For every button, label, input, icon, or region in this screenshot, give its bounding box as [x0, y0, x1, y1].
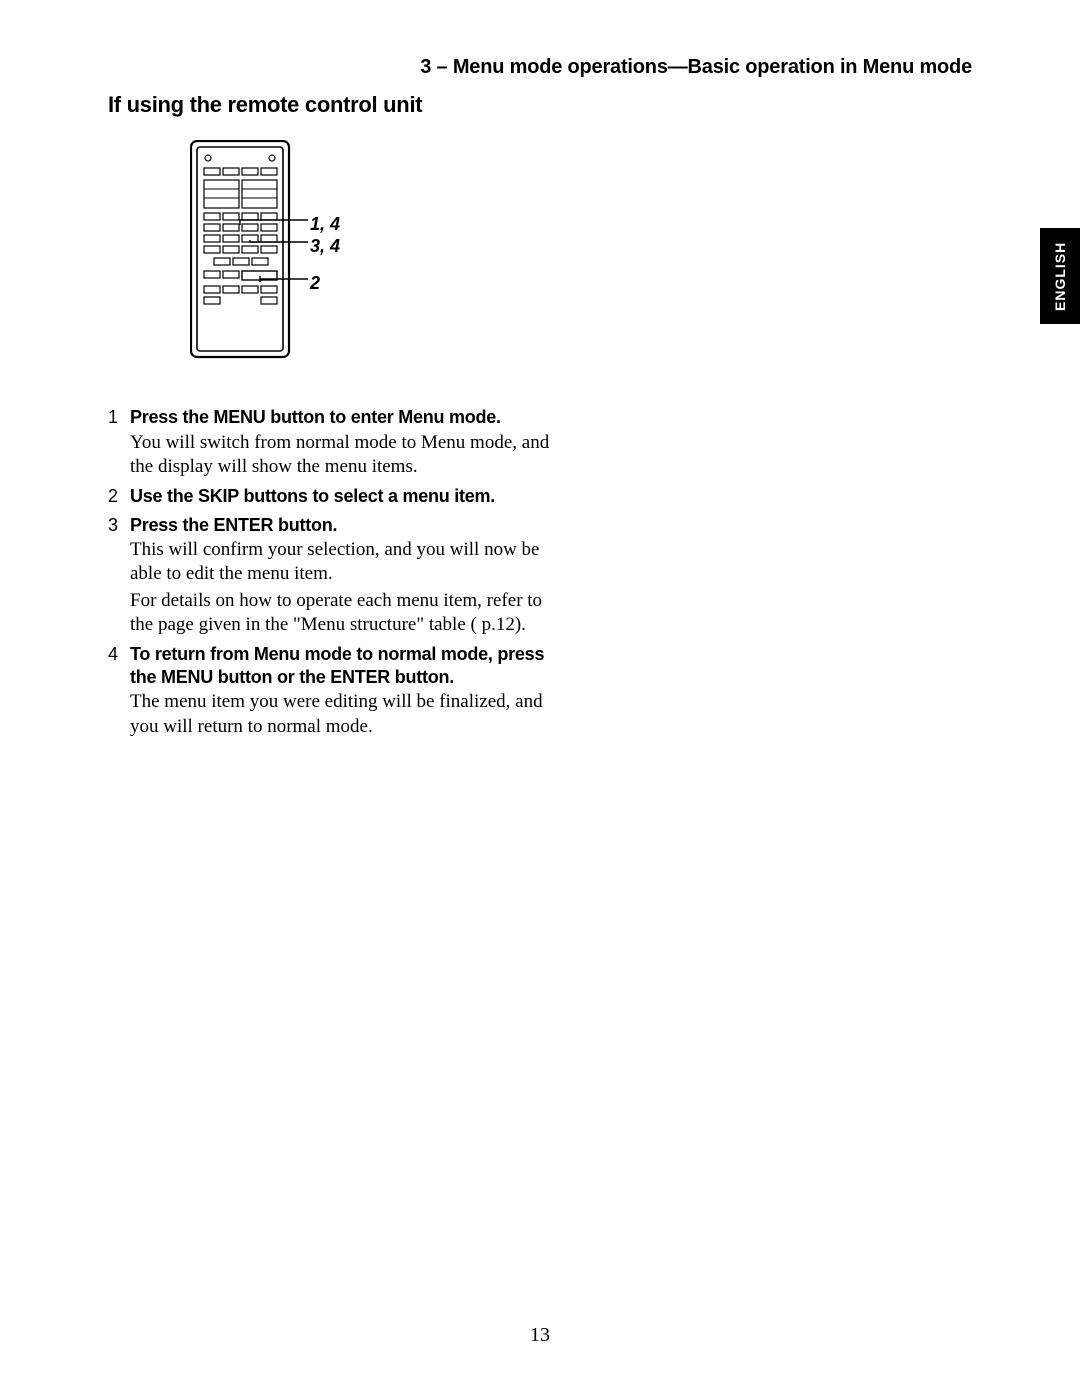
- step-4: 4 To return from Menu mode to normal mod…: [108, 643, 562, 739]
- step-paragraph: For details on how to operate each menu …: [130, 589, 562, 638]
- steps-list: 1 Press the MENU button to enter Menu mo…: [108, 406, 562, 745]
- language-tab: ENGLISH: [1040, 228, 1080, 324]
- step-2: 2 Use the SKIP buttons to select a menu …: [108, 485, 562, 508]
- callout-1-4: 1, 4: [310, 214, 340, 235]
- step-number: 3: [108, 514, 130, 638]
- step-heading: Press the MENU button to enter Menu mode…: [130, 406, 562, 429]
- chapter-header: 3 – Menu mode operations—Basic operation…: [420, 56, 972, 79]
- step-1: 1 Press the MENU button to enter Menu mo…: [108, 406, 562, 479]
- step-heading: Press the ENTER button.: [130, 514, 562, 537]
- step-paragraph: This will confirm your selection, and yo…: [130, 538, 562, 587]
- page-number: 13: [0, 1324, 1080, 1347]
- step-3: 3 Press the ENTER button. This will conf…: [108, 514, 562, 638]
- step-paragraph: The menu item you were editing will be f…: [130, 690, 562, 739]
- page: 3 – Menu mode operations—Basic operation…: [0, 0, 1080, 1397]
- step-paragraph: You will switch from normal mode to Menu…: [130, 431, 562, 480]
- step-heading: Use the SKIP buttons to select a menu it…: [130, 485, 562, 508]
- step-heading: To return from Menu mode to normal mode,…: [130, 643, 562, 688]
- step-number: 2: [108, 485, 130, 508]
- section-title: If using the remote control unit: [108, 92, 422, 118]
- callout-3-4: 3, 4: [310, 236, 340, 257]
- step-number: 1: [108, 406, 130, 479]
- callout-2: 2: [310, 273, 320, 294]
- step-number: 4: [108, 643, 130, 739]
